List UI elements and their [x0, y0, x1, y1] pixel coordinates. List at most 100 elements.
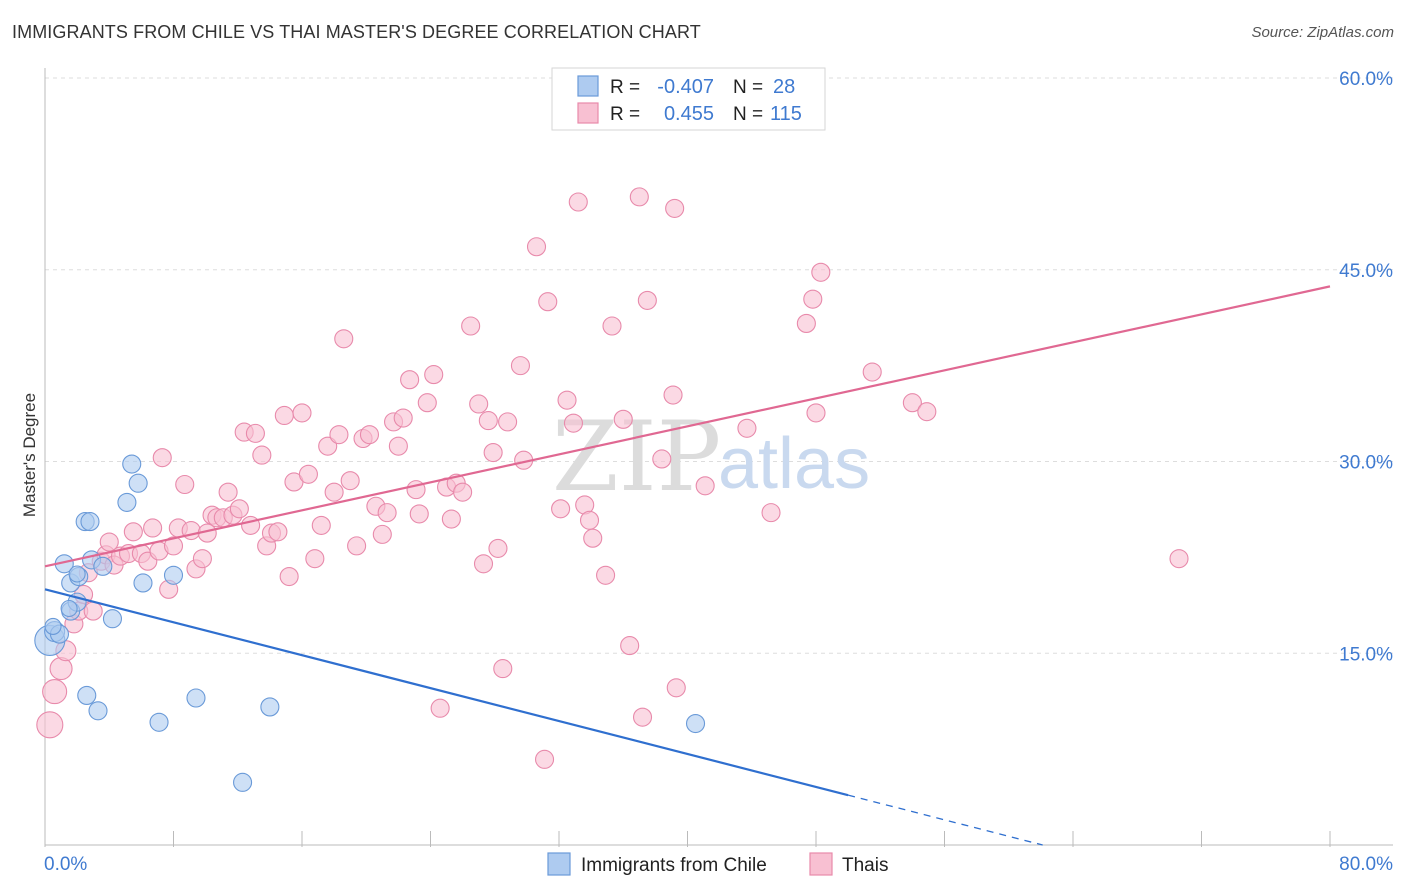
thai-point [292, 403, 312, 423]
thai-point [279, 566, 299, 587]
thai-point [665, 198, 685, 218]
thai-point [329, 425, 349, 445]
chile-point [685, 714, 706, 734]
trend-lines [44, 285, 1331, 846]
thai-point [613, 409, 633, 429]
chart-title: IMMIGRANTS FROM CHILE VS THAI MASTER'S D… [12, 22, 701, 42]
x-tick-labels: 0.0% 80.0% [44, 854, 1393, 875]
chile-point [102, 609, 123, 629]
y-tick-label: 45.0% [1339, 261, 1393, 282]
thai-point [192, 549, 212, 569]
thai-points [36, 187, 1189, 769]
thai-point [311, 515, 331, 535]
chile-point [260, 697, 280, 717]
thai-point [469, 394, 489, 414]
thai-point [493, 659, 513, 679]
y-tick-labels: 15.0% 30.0% 45.0% 60.0% [1339, 69, 1393, 665]
legend-thai-n: 115 [770, 103, 802, 125]
chile-point [117, 492, 137, 512]
chile-point [233, 772, 253, 792]
y-tick-label: 15.0% [1339, 644, 1393, 665]
thai-point [36, 711, 64, 739]
bottom-legend-chile-swatch[interactable] [547, 852, 571, 876]
thai-point [175, 474, 195, 495]
thai-point [666, 678, 686, 698]
chile-point [77, 685, 97, 705]
chile-point [68, 565, 86, 583]
thai-point [453, 482, 473, 502]
legend-thai-swatch [577, 102, 599, 124]
watermark-atlas: atlas [718, 424, 870, 504]
thai-point [388, 436, 408, 456]
bottom-legend-chile-label[interactable]: Immigrants from Chile [581, 855, 767, 876]
thai-point [152, 448, 172, 468]
chile-point [93, 556, 113, 576]
thai-point [252, 445, 272, 465]
thai-point [143, 518, 163, 538]
legend-thai-r: 0.455 [664, 103, 714, 125]
thai-point [377, 503, 397, 523]
thai-point [534, 749, 555, 769]
thai-point [629, 187, 649, 207]
thai-point [163, 536, 184, 556]
thai-point [274, 405, 294, 426]
thai-point [488, 538, 508, 558]
legend-chile-r: -0.407 [657, 76, 714, 98]
thai-point [268, 522, 288, 542]
gridlines [45, 77, 1393, 654]
thai-point [123, 522, 143, 542]
thai-point [218, 482, 238, 502]
chile-point [149, 712, 169, 732]
thai-point [461, 316, 481, 336]
thai-point [372, 524, 392, 544]
chile-point [60, 599, 78, 618]
thai-point [602, 316, 622, 336]
bottom-legend-thai-label[interactable]: Thais [842, 855, 888, 876]
thai-point [417, 393, 437, 413]
thai-point [42, 679, 68, 705]
thai-point [563, 413, 584, 433]
thai-point [526, 237, 547, 257]
thai-point [637, 290, 657, 310]
thai-point [359, 425, 380, 445]
thai-point [557, 390, 577, 410]
thai-point [695, 476, 715, 496]
thai-point [551, 499, 571, 519]
thai-point [737, 418, 757, 438]
chile-point [44, 617, 62, 635]
thai-point [393, 408, 413, 428]
thai-point [596, 565, 616, 585]
thai-point [917, 402, 937, 422]
thai-point [761, 503, 781, 523]
thai-point [862, 362, 882, 382]
thai-point [1169, 549, 1189, 569]
series-legend: Immigrants from Chile Thais [547, 852, 888, 876]
correlation-legend: R = -0.407 N = 28 R = 0.455 N = 115 [551, 67, 826, 131]
thai-point [245, 423, 265, 443]
chile-point [186, 688, 206, 708]
thai-point [229, 499, 249, 519]
thai-point [652, 449, 672, 469]
bottom-legend-thai-swatch[interactable] [809, 852, 833, 876]
chile-point [163, 565, 184, 585]
thai-point [632, 707, 653, 727]
x-tick-label: 0.0% [44, 854, 87, 875]
y-axis-label: Master's Degree [20, 393, 39, 517]
thai-point [305, 549, 325, 569]
thai-point [99, 532, 119, 552]
thai-point [298, 464, 318, 484]
thai-point [334, 329, 354, 349]
thai-point [796, 313, 816, 333]
chile-point [128, 473, 148, 493]
chile-trend-extension [847, 794, 1043, 846]
legend-n-label-2: N = [733, 104, 763, 125]
thai-point [579, 510, 600, 530]
thai-point [473, 554, 494, 574]
thai-point [538, 292, 558, 312]
chile-trend-line [44, 588, 849, 797]
thai-point [510, 356, 531, 376]
thai-point [803, 289, 823, 309]
thai-point [49, 657, 73, 681]
chile-point [122, 454, 142, 474]
